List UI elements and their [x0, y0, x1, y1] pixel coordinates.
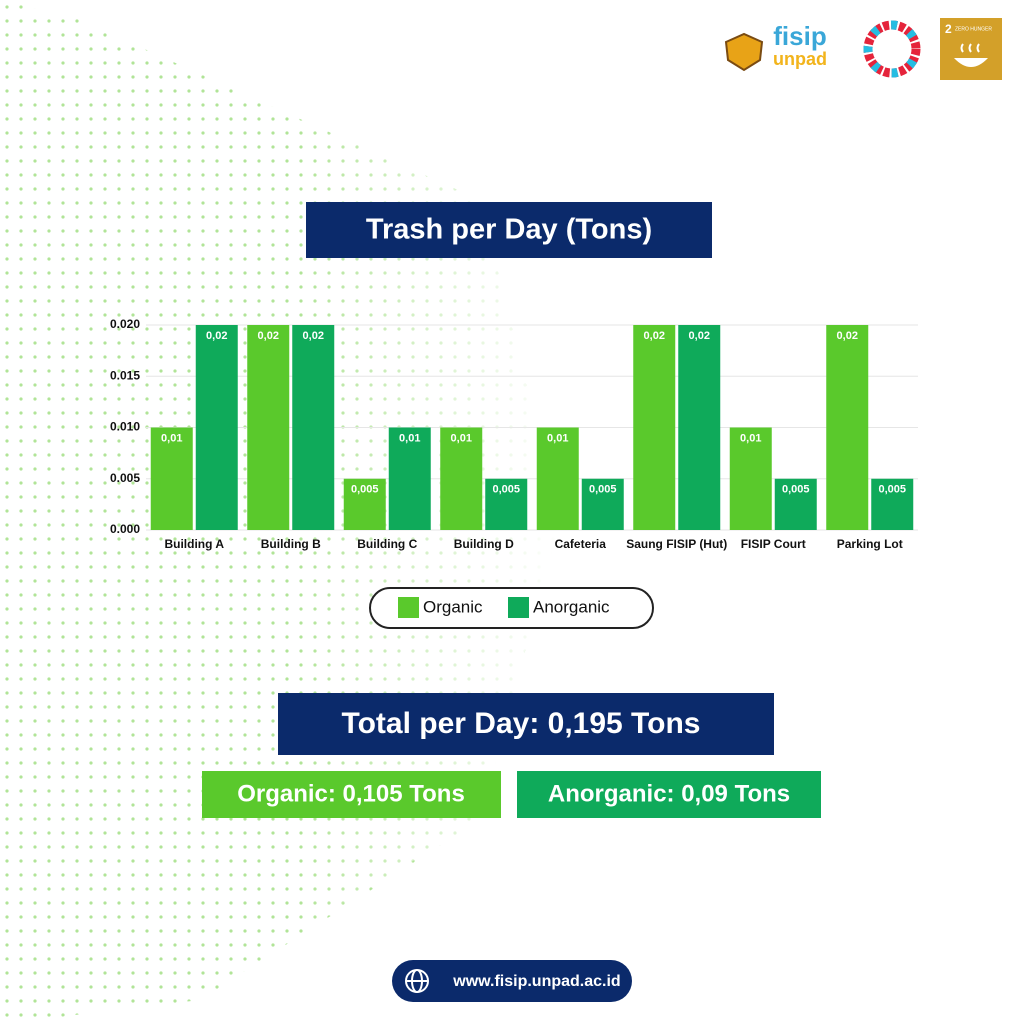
value-label: 0,02	[837, 330, 858, 342]
bowl-icon	[954, 58, 988, 67]
bar	[826, 325, 869, 530]
x-tick-label: FISIP Court	[741, 537, 806, 551]
sdg-number: 2	[945, 22, 952, 36]
legend-label: Anorganic	[533, 597, 610, 616]
bar	[729, 427, 772, 530]
sdg-wheel-accent	[863, 20, 921, 78]
bar	[247, 325, 290, 530]
bar-chart: 0.000 0.005 0.010 0.015 0.020 Building A 0,01 0…	[110, 317, 918, 551]
value-label: 0,02	[644, 330, 665, 342]
value-label: 0,01	[547, 432, 568, 444]
steam-icon	[960, 43, 980, 53]
value-label: 0,005	[782, 484, 810, 496]
y-tick-label: 0.020	[110, 317, 140, 331]
sdg-name: ZERO HUNGER	[955, 26, 992, 32]
globe-icon	[405, 969, 429, 993]
bar	[292, 325, 335, 530]
bar	[633, 325, 676, 530]
total-text: Total per Day: 0,195 Tons	[342, 707, 701, 740]
bar	[581, 478, 624, 530]
y-tick-label: 0.000	[110, 522, 140, 536]
value-label: 0,005	[589, 484, 617, 496]
website-pill[interactable]	[392, 960, 632, 1002]
anorganic-text: Anorganic: 0,09 Tons	[548, 780, 790, 807]
x-tick-label: Building D	[454, 537, 514, 551]
value-label: 0,02	[689, 330, 710, 342]
x-tick-label: Building C	[357, 537, 417, 551]
logos: fisip unpad 2 ZERO HUNGER	[724, 18, 1002, 80]
value-label: 0,01	[740, 432, 761, 444]
bar	[440, 427, 483, 530]
x-tick-label: Saung FISIP (Hut)	[626, 537, 727, 551]
legend-swatch	[508, 597, 529, 618]
crest	[724, 32, 764, 72]
legend: Organic Anorganic	[398, 597, 610, 618]
x-tick-label: Parking Lot	[837, 537, 903, 551]
logo-unpad: unpad	[773, 49, 827, 69]
chart-title: Trash per Day (Tons)	[366, 214, 652, 246]
legend-label: Organic	[423, 597, 483, 616]
x-tick-label: Building B	[261, 537, 321, 551]
organic-text: Organic: 0,105 Tons	[237, 780, 465, 807]
value-label: 0,01	[451, 432, 472, 444]
legend-swatch	[398, 597, 419, 618]
x-tick-label: Cafeteria	[555, 537, 607, 551]
total-box	[278, 693, 774, 755]
y-tick-label: 0.015	[110, 368, 140, 382]
organic-box	[202, 771, 501, 818]
y-tick-label: 0.005	[110, 471, 140, 485]
value-label: 0,02	[206, 330, 227, 342]
y-tick-label: 0.010	[110, 420, 140, 434]
bar	[388, 427, 431, 530]
bar	[343, 478, 386, 530]
anorganic-box	[517, 771, 821, 818]
value-label: 0,005	[351, 484, 379, 496]
x-tick-label: Building A	[164, 537, 224, 551]
bar	[536, 427, 579, 530]
value-label: 0,005	[878, 484, 906, 496]
value-label: 0,01	[161, 432, 182, 444]
value-label: 0,02	[258, 330, 279, 342]
sdg-tile	[940, 18, 1002, 80]
bar	[774, 478, 817, 530]
value-label: 0,02	[303, 330, 324, 342]
bar	[150, 427, 193, 530]
website-text[interactable]: www.fisip.unpad.ac.id	[452, 973, 620, 990]
bar	[195, 325, 238, 530]
bar	[678, 325, 721, 530]
value-label: 0,01	[399, 432, 420, 444]
logo-fisip: fisip	[773, 21, 826, 51]
value-label: 0,005	[492, 484, 520, 496]
bar	[871, 478, 914, 530]
bar	[485, 478, 528, 530]
title-box	[306, 202, 712, 258]
